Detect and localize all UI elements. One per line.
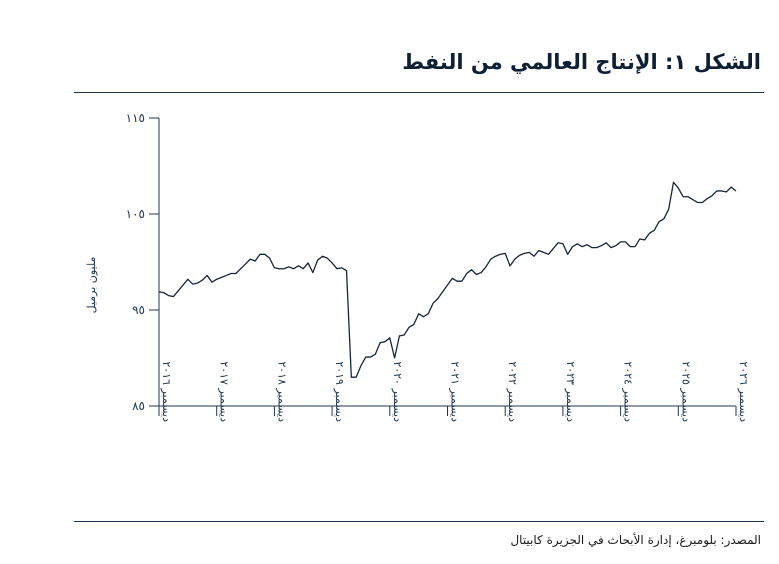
y-axis-label: مليون برميل [85, 257, 98, 314]
series-line [158, 181, 737, 378]
x-tick-label: ديسمبر ٢٠٢٣ [564, 361, 577, 422]
y-tick-label: ٨٥ [132, 399, 145, 413]
x-tick-label: ديسمبر ٢٠٢٤ [622, 361, 635, 422]
y-tick-label: ٩٥ [132, 303, 145, 317]
source-note: المصدر: بلومبرغ، إدارة الأبحاث في الجزير… [510, 533, 761, 547]
x-tick-label: ديسمبر ٢٠١٦ [160, 361, 173, 422]
x-tick-label: ديسمبر ٢٠١٩ [333, 361, 346, 422]
chart-title: الشكل ١: الإنتاج العالمي من النفط [402, 50, 761, 74]
x-tick-label: ديسمبر ٢٠٢٦ [737, 361, 750, 422]
title-divider [74, 92, 764, 93]
y-axis: ٨٥ ٩٥ ١٠٥ ١١٥ [126, 111, 160, 413]
x-tick-label: ديسمبر ٢٠٢٠ [391, 361, 404, 422]
x-tick-label: ديسمبر ٢٠٢١ [449, 361, 462, 422]
y-tick-label: ١٠٥ [126, 207, 145, 221]
x-tick-label: ديسمبر ٢٠٢٥ [679, 361, 692, 422]
footer-divider [74, 521, 764, 522]
x-axis: ديسمبر ٢٠١٦ ديسمبر ٢٠١٧ ديسمبر ٢٠١٨ ديسمبر … [158, 361, 750, 422]
plot-area [158, 181, 737, 378]
x-tick-label: ديسمبر ٢٠٢٢ [506, 361, 519, 422]
x-tick-label: ديسمبر ٢٠١٧ [218, 361, 231, 422]
y-tick-label: ١١٥ [126, 111, 145, 125]
x-tick-label: ديسمبر ٢٠١٨ [275, 361, 288, 422]
